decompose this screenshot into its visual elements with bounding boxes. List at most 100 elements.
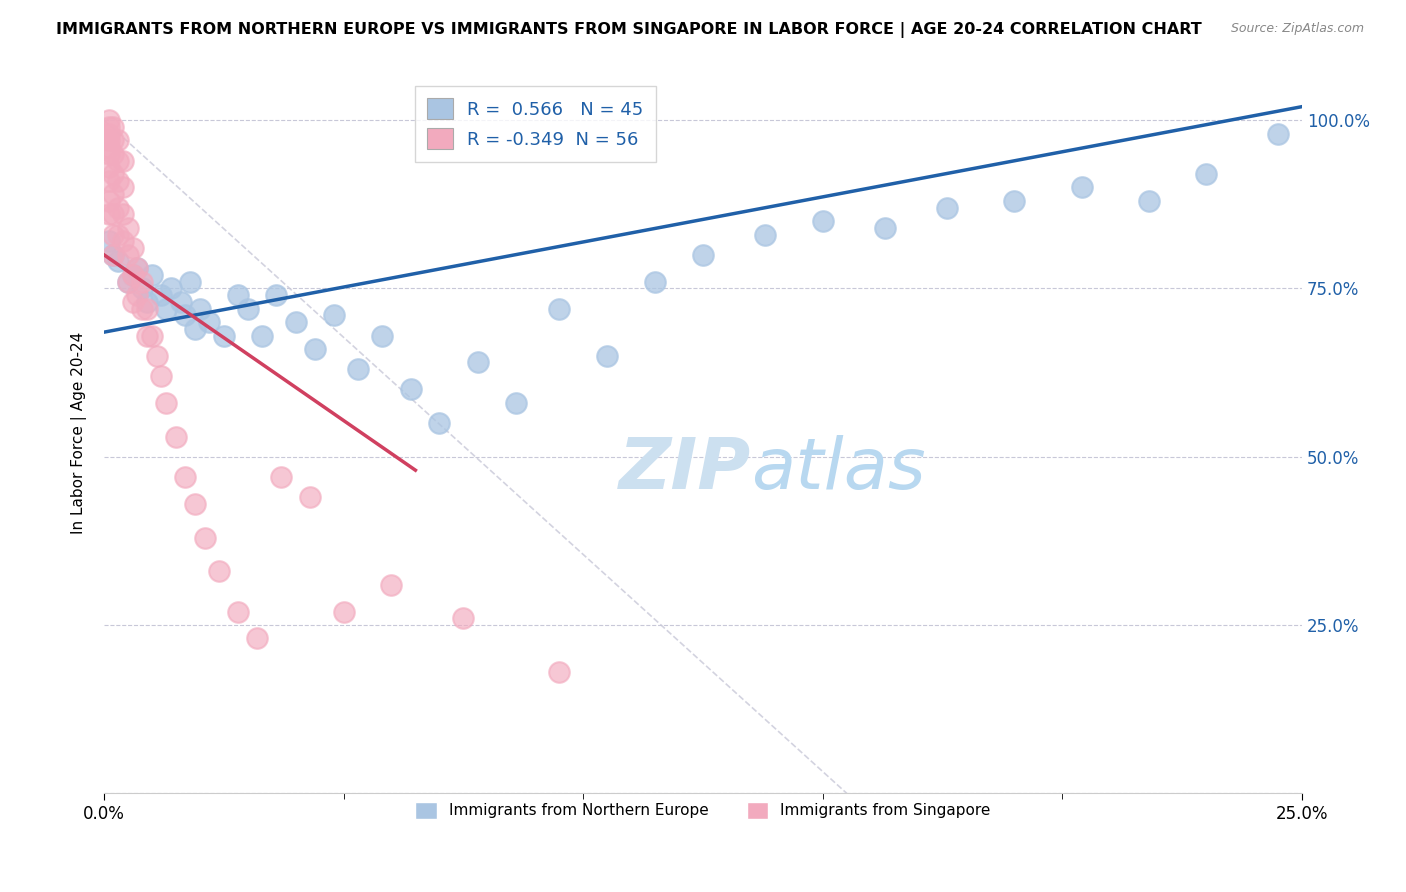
Y-axis label: In Labor Force | Age 20-24: In Labor Force | Age 20-24 (72, 332, 87, 534)
Point (429, 416, 451, 430)
Point (97, 133, 120, 147)
Legend: Immigrants from Northern Europe, Immigrants from Singapore: Immigrants from Northern Europe, Immigra… (409, 796, 997, 825)
Point (131, 281, 153, 295)
Point (103, 227, 125, 242)
Point (107, 201, 129, 215)
Point (103, 248, 125, 262)
Point (103, 146, 125, 161)
Point (121, 268, 143, 282)
Point (875, 220, 897, 235)
Point (97, 127, 120, 141)
Point (103, 133, 125, 147)
Point (121, 268, 143, 282)
Point (141, 268, 163, 282)
Point (97, 207, 120, 221)
Point (270, 470, 292, 484)
Point (97, 160, 120, 174)
Point (112, 153, 135, 168)
Point (548, 665, 571, 680)
Point (1137, 194, 1160, 208)
Point (150, 288, 173, 302)
Point (644, 275, 666, 289)
Point (97, 194, 120, 208)
Point (165, 429, 187, 443)
Point (596, 349, 619, 363)
Point (754, 227, 776, 242)
Point (107, 174, 129, 188)
Point (107, 153, 129, 168)
Point (117, 275, 139, 289)
Point (1070, 180, 1092, 194)
Point (266, 288, 288, 302)
Point (174, 309, 197, 323)
Point (304, 342, 326, 356)
Point (936, 201, 959, 215)
Point (97, 140, 120, 154)
Point (127, 261, 149, 276)
Point (226, 605, 249, 619)
Point (150, 368, 173, 383)
Point (323, 309, 346, 323)
Point (103, 207, 125, 221)
Point (505, 396, 527, 410)
Point (145, 349, 167, 363)
Point (399, 383, 422, 397)
Point (136, 301, 159, 316)
Point (112, 235, 135, 249)
Point (226, 288, 249, 302)
Point (121, 241, 143, 255)
Point (112, 207, 135, 221)
Point (107, 254, 129, 268)
Point (250, 328, 273, 343)
Point (467, 355, 489, 369)
Point (155, 301, 177, 316)
Point (198, 315, 221, 329)
Point (107, 227, 129, 242)
Point (131, 301, 153, 316)
Point (117, 275, 139, 289)
Point (380, 577, 402, 591)
Point (136, 294, 159, 309)
Point (141, 328, 163, 343)
Point (97, 235, 120, 249)
Point (103, 187, 125, 202)
Text: Source: ZipAtlas.com: Source: ZipAtlas.com (1230, 22, 1364, 36)
Point (127, 288, 149, 302)
Point (155, 396, 177, 410)
Point (1195, 167, 1218, 181)
Point (127, 261, 149, 276)
Point (332, 605, 354, 619)
Point (97, 146, 120, 161)
Text: IMMIGRANTS FROM NORTHERN EUROPE VS IMMIGRANTS FROM SINGAPORE IN LABOR FORCE | AG: IMMIGRANTS FROM NORTHERN EUROPE VS IMMIG… (56, 22, 1202, 38)
Point (284, 315, 307, 329)
Point (112, 180, 135, 194)
Text: ZIP: ZIP (619, 434, 751, 504)
Point (107, 133, 129, 147)
Point (169, 294, 191, 309)
Point (1267, 127, 1289, 141)
Point (97, 113, 120, 128)
Point (97, 174, 120, 188)
Point (548, 301, 571, 316)
Point (453, 611, 475, 625)
Point (208, 564, 231, 578)
Point (174, 470, 197, 484)
Point (117, 248, 139, 262)
Point (1004, 194, 1026, 208)
Point (692, 248, 714, 262)
Point (212, 328, 235, 343)
Point (193, 531, 215, 545)
Point (103, 248, 125, 262)
Point (121, 294, 143, 309)
Point (811, 214, 834, 228)
Point (117, 220, 139, 235)
Text: atlas: atlas (751, 434, 925, 504)
Point (160, 281, 183, 295)
Point (371, 328, 394, 343)
Point (131, 275, 153, 289)
Point (236, 301, 259, 316)
Point (179, 275, 201, 289)
Point (246, 632, 269, 646)
Point (347, 362, 370, 376)
Point (136, 328, 159, 343)
